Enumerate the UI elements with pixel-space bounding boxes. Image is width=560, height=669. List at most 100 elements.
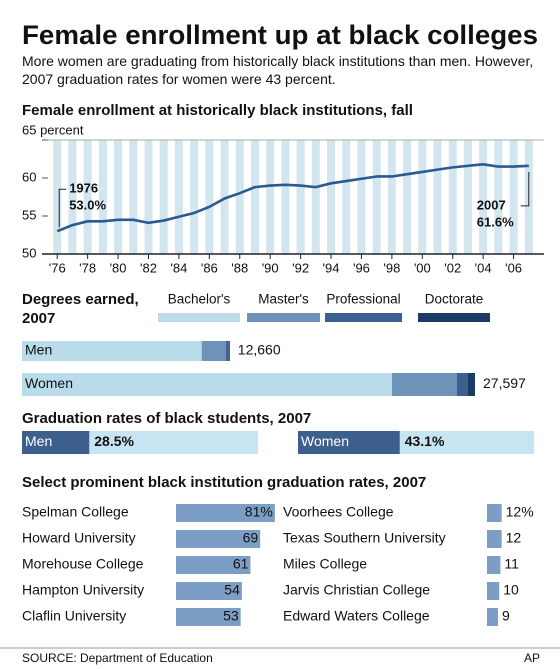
stripe: [509, 140, 518, 254]
bar-segment: [201, 341, 227, 361]
legend-swatch: [247, 313, 320, 322]
x-tick-label: '84: [170, 260, 187, 275]
total-label: 27,597: [483, 375, 526, 391]
bar: [487, 582, 500, 600]
chart-title: Female enrollment at historically black …: [22, 102, 413, 119]
value-label: 61: [233, 556, 249, 572]
bar-segment: [456, 373, 468, 396]
stripe: [53, 140, 62, 254]
bar-segment: [467, 373, 475, 396]
x-tick-label: '94: [323, 260, 340, 275]
total-label: 12,660: [238, 342, 281, 358]
legend-swatch: [158, 313, 240, 322]
x-tick-label: '86: [201, 260, 218, 275]
leader-line: [520, 171, 530, 207]
value-label: 12: [506, 530, 522, 546]
stripe: [83, 140, 92, 254]
stripe: [433, 140, 442, 254]
bar-segment: [391, 373, 457, 396]
category-label: Miles College: [283, 556, 367, 572]
x-tick-label: '98: [383, 260, 400, 275]
stripe: [387, 140, 396, 254]
stripe: [190, 140, 199, 254]
value-label: 81%: [245, 504, 273, 520]
bar: [176, 608, 241, 626]
legend-swatch: [325, 313, 402, 322]
bar-segment: [226, 341, 229, 361]
stripe: [372, 140, 381, 254]
bar: [487, 608, 498, 626]
annotation: 61.6%: [477, 214, 514, 229]
line: [56, 163, 529, 233]
bar: [176, 556, 251, 574]
credit: AP: [524, 651, 540, 665]
stripe: [448, 140, 457, 254]
legend-label: Professional: [326, 292, 400, 307]
stripe: [205, 140, 214, 254]
category-label: Jarvis Christian College: [283, 582, 430, 598]
x-tick-label: '78: [79, 260, 96, 275]
x-tick-label: '76: [49, 260, 66, 275]
stripe: [403, 140, 412, 254]
stripe: [220, 140, 229, 254]
value-label: 43.1%: [405, 433, 445, 449]
y-tick-label: 55: [22, 207, 36, 222]
stripe: [159, 140, 168, 254]
y-tick-label: 65 percent: [22, 122, 84, 137]
stripe: [235, 140, 244, 254]
y-tick-label: 60: [22, 169, 36, 184]
bar: [22, 431, 90, 454]
x-tick-label: '04: [475, 260, 492, 275]
category-label: Claflin University: [22, 608, 126, 624]
value-label: 9: [502, 608, 510, 624]
value-label: 11: [504, 556, 519, 572]
annotation: 2007: [477, 197, 506, 212]
category-label: Morehouse College: [22, 556, 144, 572]
x-tick-label: '82: [140, 260, 157, 275]
y-tick-label: 50: [22, 245, 36, 260]
stripe: [311, 140, 320, 254]
x-tick-label: '80: [110, 260, 127, 275]
x-tick-label: '96: [353, 260, 370, 275]
x-tick-label: '92: [292, 260, 309, 275]
stripe: [174, 140, 183, 254]
stripe: [463, 140, 472, 254]
leader-line: [58, 188, 67, 228]
annotation: 1976: [69, 181, 98, 196]
stripe: [114, 140, 123, 254]
category-label: Women: [301, 433, 349, 449]
stripe: [98, 140, 107, 254]
value-label: 10: [503, 582, 519, 598]
x-tick-label: '02: [444, 260, 461, 275]
category-label: Howard University: [22, 530, 136, 546]
category-label: Women: [25, 375, 73, 391]
bar: [298, 431, 400, 454]
value-label: 53: [223, 608, 239, 624]
chart-title: Select prominent black institution gradu…: [22, 474, 426, 491]
stripe: [296, 140, 305, 254]
value-label: 54: [224, 582, 240, 598]
bar-segment: [22, 341, 202, 361]
category-label: Spelman College: [22, 504, 129, 520]
stripe: [357, 140, 366, 254]
stripe: [68, 140, 77, 254]
category-label: Voorhees College: [283, 504, 394, 520]
bar-segment: [22, 373, 392, 396]
x-tick-label: '90: [262, 260, 279, 275]
stripe: [250, 140, 259, 254]
annotation: 53.0%: [69, 198, 106, 213]
source: SOURCE: Department of Education: [22, 651, 213, 665]
x-tick-label: '00: [414, 260, 431, 275]
category-label: Edward Waters College: [283, 608, 430, 624]
bar: [176, 530, 261, 548]
stripe: [342, 140, 351, 254]
value-label: 69: [243, 530, 259, 546]
chart-title: Degrees earned, 2007: [22, 291, 139, 327]
legend-label: Master's: [258, 292, 309, 307]
stripe: [144, 140, 153, 254]
category-label: Hampton University: [22, 582, 144, 598]
stripe: [479, 140, 488, 254]
category-label: Men: [25, 342, 52, 358]
